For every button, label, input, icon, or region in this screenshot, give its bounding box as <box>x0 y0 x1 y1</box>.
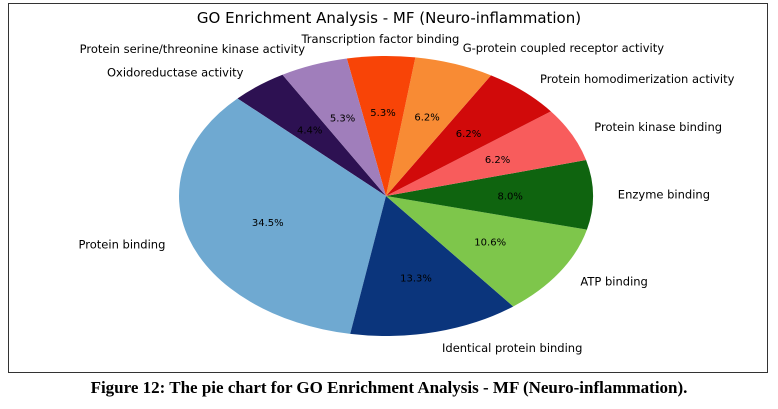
slice-label-protein-kinase-binding: Protein kinase binding <box>594 120 722 134</box>
slice-label-protein-binding: Protein binding <box>79 237 166 251</box>
pie-slice-protein-binding <box>179 98 386 334</box>
percent-label-protein-homodimerization-activity: 6.2% <box>456 129 481 140</box>
percent-label-oxidoreductase-activity: 4.4% <box>297 126 322 137</box>
slice-label-identical-protein-binding: Identical protein binding <box>442 341 582 355</box>
percent-label-protein-serine-threonine-kinase-activity: 5.3% <box>330 113 355 124</box>
pie-slice-protein-homodimerization-activity <box>386 75 551 196</box>
percent-label-atp-binding: 10.6% <box>474 238 506 249</box>
slice-label-enzyme-binding: Enzyme binding <box>618 188 710 202</box>
percent-label-enzyme-binding: 8.0% <box>497 191 522 202</box>
pie-slice-g-protein-coupled-receptor-activity <box>386 57 491 196</box>
pie-slice-oxidoreductase-activity <box>237 74 386 196</box>
slice-label-protein-homodimerization-activity: Protein homodimerization activity <box>540 72 735 86</box>
slice-label-oxidoreductase-activity: Oxidoreductase activity <box>107 65 244 79</box>
slice-label-g-protein-coupled-receptor-activity: G-protein coupled receptor activity <box>463 41 665 55</box>
pie-slice-transcription-factor-binding <box>346 56 416 196</box>
pie-slice-identical-protein-binding <box>350 196 514 336</box>
percent-labels: 4.4% 34.5% 13.3% 10.6% 8.0% 6.2% 6.2% 6.2% 5.3% 5… <box>252 108 523 285</box>
percent-label-protein-binding: 34.5% <box>252 218 284 229</box>
pie-slice-atp-binding <box>386 196 587 307</box>
pie-chart: GO Enrichment Analysis - MF (Neuro-infla… <box>79 9 735 355</box>
slice-label-protein-serine-threonine-kinase-activity: Protein serine/threonine kinase activity <box>80 42 306 56</box>
figure-caption: Figure 12: The pie chart for GO Enrichme… <box>90 378 688 397</box>
percent-label-g-protein-coupled-receptor-activity: 6.2% <box>414 113 439 124</box>
percent-label-transcription-factor-binding: 5.3% <box>370 108 395 119</box>
chart-title: GO Enrichment Analysis - MF (Neuro-infla… <box>197 9 581 27</box>
slice-label-atp-binding: ATP binding <box>580 274 647 288</box>
slice-label-transcription-factor-binding: Transcription factor binding <box>300 32 459 46</box>
slice-labels: Oxidoreductase activity Protein binding Id… <box>79 32 735 355</box>
pie-slice-enzyme-binding <box>386 160 594 230</box>
pie-slice-protein-kinase-binding <box>386 111 587 196</box>
pie-slice-protein-serine-threonine-kinase-activity <box>282 58 386 196</box>
percent-label-identical-protein-binding: 13.3% <box>400 274 432 285</box>
percent-label-protein-kinase-binding: 6.2% <box>485 155 510 166</box>
pie-slices <box>179 56 594 336</box>
